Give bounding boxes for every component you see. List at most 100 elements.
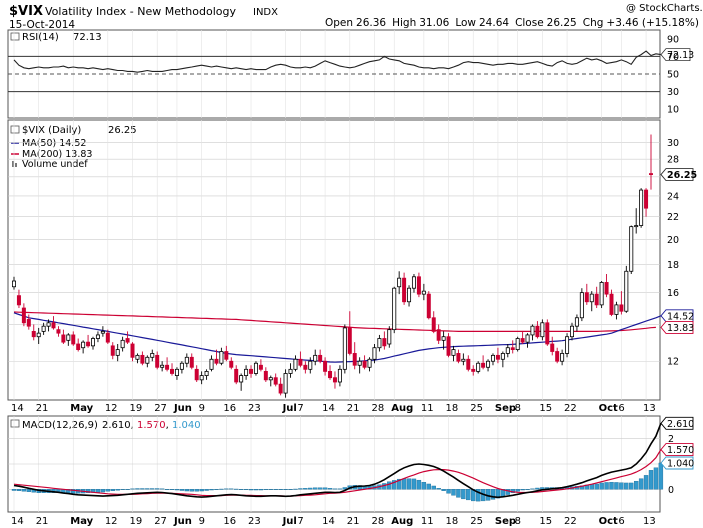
- candle-body: [481, 362, 486, 368]
- candlestick: [16, 289, 21, 309]
- macd-histogram-bar: [204, 489, 209, 491]
- x-axis-label: 21: [36, 516, 49, 527]
- x-axis-label: Jun: [173, 516, 192, 527]
- candlestick: [525, 333, 530, 348]
- chart-exchange: INDX: [253, 7, 278, 18]
- high-value: 31.06: [419, 17, 449, 29]
- candlestick: [308, 357, 313, 374]
- candlestick: [609, 289, 614, 317]
- candlestick: [357, 357, 362, 374]
- candlestick: [288, 363, 293, 378]
- candle-body: [560, 353, 565, 362]
- price-legend-swatch: [10, 125, 20, 134]
- candlestick: [407, 285, 412, 307]
- candlestick: [431, 311, 436, 334]
- macd-histogram-bar: [317, 487, 323, 490]
- candle-body: [204, 370, 209, 376]
- candle-body: [56, 329, 61, 334]
- candlestick: [125, 331, 130, 344]
- candle-body: [629, 226, 634, 272]
- macd-histogram-bar: [71, 489, 76, 494]
- x-axis-label: 27: [154, 516, 167, 527]
- macd-histogram-bar: [461, 489, 466, 500]
- x-axis-label: May: [70, 516, 93, 527]
- candlestick: [411, 274, 416, 293]
- rsi-badge-shape: [660, 48, 691, 62]
- candle-body: [545, 322, 550, 345]
- macd-histogram-bar: [308, 487, 313, 490]
- macd-histogram-bar: [431, 485, 436, 490]
- x-axis-label: 22: [564, 403, 577, 414]
- candle-body: [135, 354, 140, 360]
- macd-badge-value: 2.610: [667, 419, 694, 430]
- macd-histogram-bar: [145, 488, 150, 490]
- macd-histogram-bar: [258, 489, 264, 491]
- macd-histogram-bar: [653, 467, 659, 490]
- candle-body: [214, 358, 219, 364]
- macd-histogram-bar: [224, 488, 229, 490]
- macd-histogram-bar: [150, 488, 155, 490]
- candlestick: [624, 265, 629, 313]
- candlestick: [56, 326, 61, 337]
- candle-body: [332, 377, 337, 383]
- candlestick: [569, 322, 574, 341]
- candlestick: [110, 342, 115, 360]
- candle-body: [505, 347, 510, 354]
- x-axis-label: 19: [130, 403, 143, 414]
- macd-histogram-bar: [140, 488, 145, 490]
- candlestick: [283, 369, 288, 398]
- macd-histogram-bar: [26, 489, 32, 492]
- candlestick: [165, 357, 170, 372]
- candle-body: [16, 295, 21, 306]
- candle-body: [120, 339, 125, 349]
- candle-body: [273, 377, 278, 385]
- candlestick: [486, 359, 491, 372]
- candlestick: [100, 326, 105, 337]
- macd-histogram-bar: [125, 489, 130, 490]
- x-axis-label: Sep: [495, 403, 516, 414]
- candlestick: [36, 327, 41, 344]
- candle-body: [105, 332, 110, 343]
- candle-body: [486, 360, 491, 368]
- candlestick: [140, 351, 145, 366]
- macd-badge-value: 1.570: [667, 445, 694, 456]
- candle-body: [303, 364, 308, 370]
- macd-histogram-bar: [629, 482, 634, 490]
- price-panel: [7, 119, 661, 401]
- candlestick: [515, 336, 520, 352]
- x-axis-label: 9: [199, 403, 205, 414]
- ma50-line: [13, 312, 662, 363]
- price-badge-value: 13.83: [667, 323, 694, 334]
- candlestick: [229, 357, 234, 370]
- candlestick: [253, 361, 258, 376]
- macd-histogram-bar: [115, 489, 120, 491]
- candle-body: [565, 336, 570, 354]
- macd-histogram-bar: [490, 489, 496, 500]
- macd-histogram-bar: [387, 481, 392, 490]
- price-tick-label: 18: [667, 260, 679, 271]
- histogram-value: 1.040: [172, 420, 201, 431]
- macd-histogram-bar: [535, 487, 540, 490]
- candle-body: [352, 353, 357, 366]
- x-axis-label: 21: [347, 516, 360, 527]
- candle-body: [258, 364, 263, 370]
- candlestick: [372, 343, 377, 364]
- candlestick: [565, 333, 570, 358]
- macd-histogram-bar: [248, 489, 254, 491]
- candle-body: [461, 358, 466, 362]
- candlestick: [184, 353, 189, 368]
- macd-histogram-bar: [495, 489, 501, 499]
- candlestick: [105, 329, 110, 344]
- candle-body: [81, 341, 86, 349]
- signal-value: 1.570: [137, 420, 166, 431]
- candlestick: [170, 363, 175, 376]
- macd-histogram-bar: [184, 489, 190, 492]
- open-label: Open: [325, 17, 353, 29]
- macd-histogram-bar: [243, 489, 249, 490]
- ma50-legend-label: MA(50) 14.52: [22, 138, 86, 149]
- change-value: +3.46 (+15.18%): [606, 17, 699, 29]
- macd-histogram-bar: [451, 489, 456, 496]
- candlestick: [234, 365, 239, 385]
